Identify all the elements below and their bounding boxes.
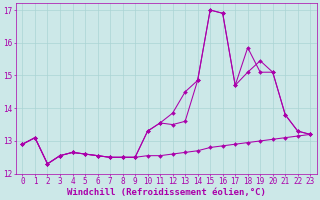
X-axis label: Windchill (Refroidissement éolien,°C): Windchill (Refroidissement éolien,°C) [67, 188, 266, 197]
